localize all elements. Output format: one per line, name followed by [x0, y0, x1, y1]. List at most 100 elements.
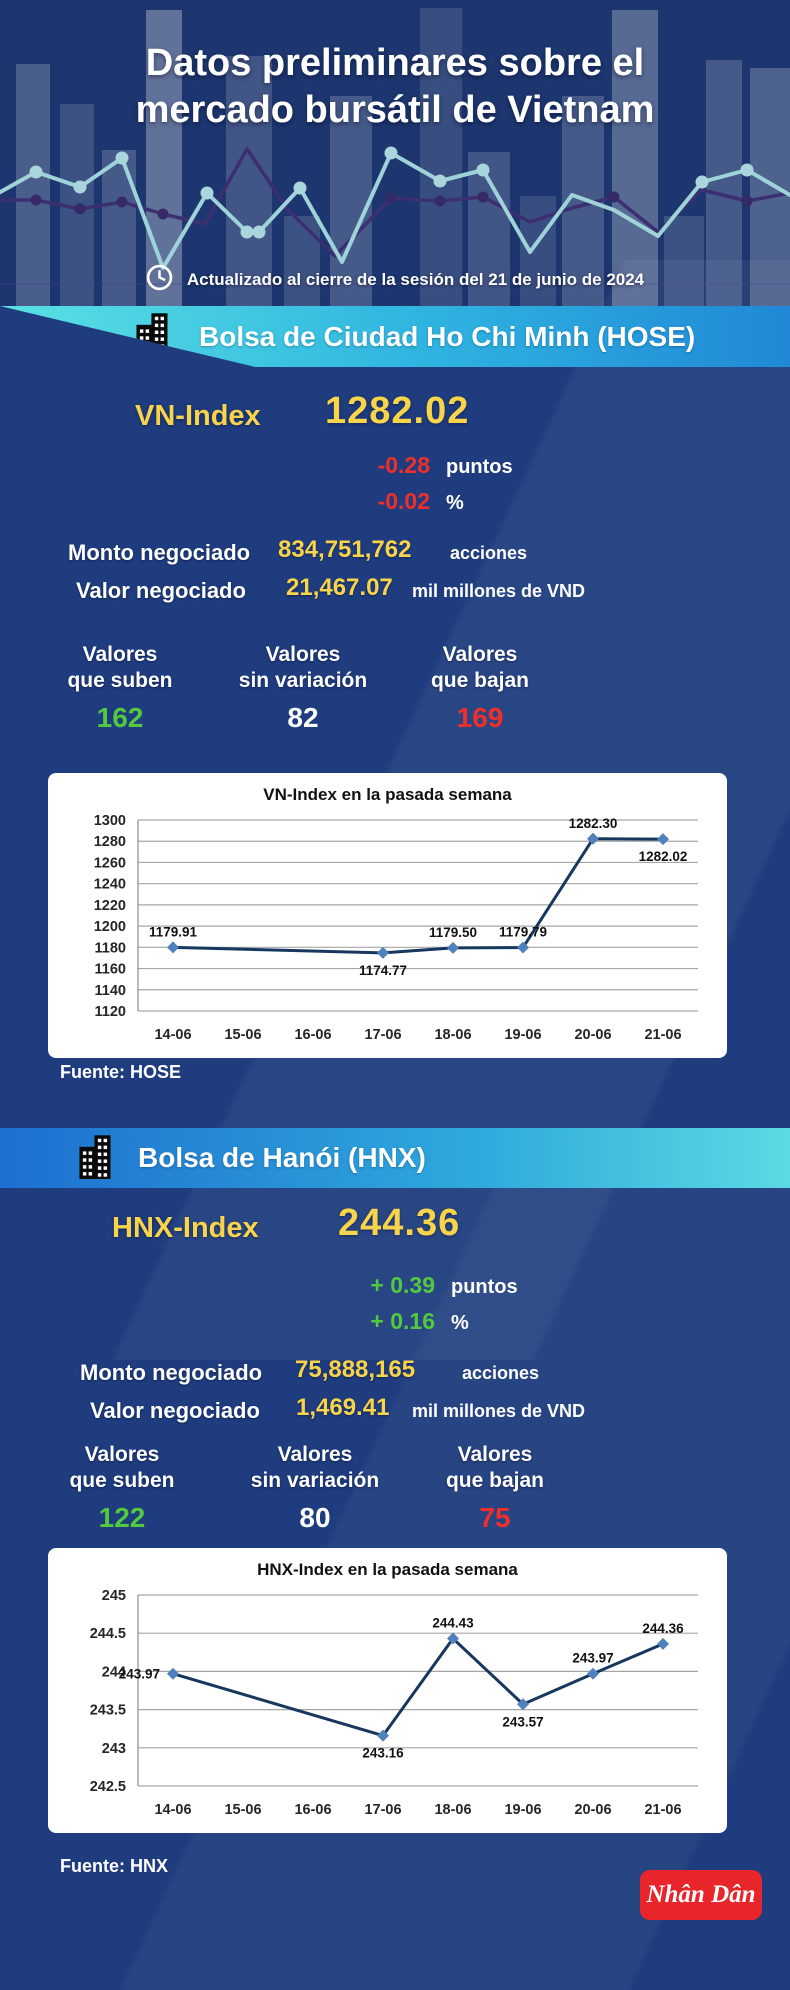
svg-text:15-06: 15-06: [224, 1802, 261, 1818]
hnx-index-chart-plot: 245 244.5 244 243.5 243 242.5 14-06 15-06 16-06 1…: [90, 1588, 698, 1818]
hnx-index-chart: HNX-Index en la pasada semana 245 244.5 24…: [48, 1548, 727, 1833]
hnx-banner: Bolsa de Hanói (HNX): [0, 1128, 790, 1188]
page-title-line-2: mercado bursátil de Vietnam: [135, 89, 655, 131]
hose-index-label: VN-Index: [135, 400, 261, 432]
hose-index-value: 1282.02: [325, 390, 470, 432]
hose-volume-unit: acciones: [450, 543, 528, 563]
header-cyan-line: [0, 146, 790, 270]
hnx-decliners-column: Valores que bajan 75: [395, 1442, 595, 1534]
svg-text:14-06: 14-06: [154, 1802, 191, 1818]
svg-text:21-06: 21-06: [644, 1802, 681, 1818]
svg-text:14-06: 14-06: [154, 1027, 191, 1043]
svg-text:243.16: 243.16: [362, 1746, 404, 1761]
decliners-label: Valores que bajan: [445, 1443, 545, 1492]
hnx-index-value: 244.36: [338, 1202, 461, 1244]
hnx-index-chart-title: HNX-Index en la pasada semana: [257, 1560, 518, 1579]
svg-text:243.97: 243.97: [119, 1667, 160, 1682]
hnx-decliners-value: 75: [479, 1502, 511, 1533]
svg-text:243.97: 243.97: [572, 1651, 613, 1666]
svg-text:242.5: 242.5: [90, 1779, 126, 1795]
hose-value-unit: mil millones de VND: [412, 581, 586, 601]
hnx-change-points-unit: puntos: [451, 1276, 518, 1298]
update-row: Actualizado al cierre de la sesión del 2…: [0, 264, 790, 296]
decliners-label: Valores que bajan: [430, 643, 530, 692]
svg-text:1140: 1140: [95, 983, 126, 999]
svg-text:243.57: 243.57: [502, 1714, 543, 1729]
hnx-value-label: Valor negociado: [90, 1398, 260, 1423]
svg-text:1282.02: 1282.02: [639, 849, 688, 864]
header-purple-line: [0, 147, 790, 258]
page-title-line-1: Datos preliminares sobre el: [145, 42, 645, 84]
page-title: Datos preliminares sobre el mercado burs…: [0, 40, 790, 134]
hnx-value-unit: mil millones de VND: [412, 1401, 586, 1421]
hnx-value-value: 1,469.41: [296, 1394, 390, 1421]
hnx-volume-unit: acciones: [462, 1363, 540, 1383]
svg-text:243: 243: [102, 1741, 126, 1757]
vn-index-chart-plot: 1300 1280 1260 1240 1220 1200 1180 1160 1140 1120…: [94, 813, 698, 1043]
hose-banner: Bolsa de Ciudad Ho Chi Minh (HOSE): [0, 306, 790, 367]
svg-text:1280: 1280: [94, 834, 126, 850]
svg-text:1260: 1260: [94, 855, 126, 871]
advancers-label: Valores que suben: [69, 1443, 175, 1492]
hose-unchanged-value: 82: [287, 702, 319, 733]
building-icon: [135, 311, 177, 362]
svg-text:1220: 1220: [94, 898, 126, 914]
hose-advancers-column: Valores que suben 162: [20, 642, 220, 734]
update-text: Actualizado al cierre de la sesión del 2…: [186, 270, 645, 289]
vn-index-chart: VN-Index en la pasada semana 1300 1280 126…: [48, 773, 727, 1058]
hnx-volume-label: Monto negociado: [80, 1360, 263, 1385]
svg-text:18-06: 18-06: [434, 1027, 471, 1043]
vn-index-chart-title: VN-Index en la pasada semana: [263, 785, 512, 804]
nhandan-logo: Nhân Dân: [640, 1870, 762, 1920]
svg-text:244.5: 244.5: [90, 1626, 126, 1642]
svg-text:15-06: 15-06: [224, 1027, 261, 1043]
hnx-advancers-value: 122: [98, 1502, 146, 1533]
hose-advancers-value: 162: [96, 702, 144, 733]
hose-volume-label: Monto negociado: [68, 540, 251, 565]
svg-text:1300: 1300: [94, 813, 126, 829]
unchanged-label: Valores sin variación: [238, 643, 368, 692]
svg-text:1180: 1180: [95, 940, 126, 956]
hose-unchanged-column: Valores sin variación 82: [203, 642, 403, 734]
svg-text:21-06: 21-06: [644, 1027, 681, 1043]
hnx-unchanged-value: 80: [299, 1502, 331, 1533]
svg-text:244.36: 244.36: [642, 1621, 684, 1636]
hose-value-label: Valor negociado: [76, 578, 246, 603]
svg-text:243.5: 243.5: [90, 1703, 126, 1719]
hnx-change-pct-unit: %: [451, 1312, 469, 1334]
svg-text:1179.79: 1179.79: [499, 925, 547, 940]
hnx-volume-value: 75,888,165: [295, 1356, 416, 1383]
svg-text:20-06: 20-06: [574, 1027, 611, 1043]
hose-banner-label: Bolsa de Ciudad Ho Chi Minh (HOSE): [199, 320, 696, 352]
header-decoration: [0, 0, 790, 306]
svg-text:1160: 1160: [95, 962, 126, 978]
svg-text:17-06: 17-06: [364, 1802, 401, 1818]
svg-text:1120: 1120: [95, 1004, 126, 1020]
svg-text:1174.77: 1174.77: [359, 963, 407, 978]
hose-change-points-unit: puntos: [446, 456, 513, 478]
advancers-label: Valores que suben: [67, 643, 173, 692]
hnx-change-pct-row: + 0.16 %: [335, 1308, 469, 1335]
hnx-advancers-column: Valores que suben 122: [22, 1442, 222, 1534]
svg-text:18-06: 18-06: [434, 1802, 471, 1818]
svg-text:20-06: 20-06: [574, 1802, 611, 1818]
hose-volume-value: 834,751,762: [278, 536, 412, 563]
hnx-unchanged-column: Valores sin variación 80: [215, 1442, 415, 1534]
svg-text:17-06: 17-06: [364, 1027, 401, 1043]
clock-icon: [146, 264, 173, 296]
hnx-change-points: + 0.39: [370, 1272, 435, 1298]
hose-change-points-row: -0.28 puntos: [330, 452, 513, 479]
building-icon: [78, 1133, 120, 1184]
svg-text:244: 244: [102, 1664, 126, 1680]
hnx-banner-label: Bolsa de Hanói (HNX): [138, 1142, 426, 1173]
hose-value-value: 21,467.07: [286, 574, 393, 601]
svg-text:244.43: 244.43: [432, 1616, 474, 1631]
svg-text:245: 245: [102, 1588, 126, 1604]
svg-text:1282.30: 1282.30: [569, 816, 618, 831]
svg-text:19-06: 19-06: [504, 1802, 541, 1818]
svg-text:1200: 1200: [94, 919, 126, 935]
hnx-source: Fuente: HNX: [60, 1856, 168, 1876]
svg-text:16-06: 16-06: [294, 1027, 331, 1043]
svg-text:1179.91: 1179.91: [149, 924, 198, 939]
